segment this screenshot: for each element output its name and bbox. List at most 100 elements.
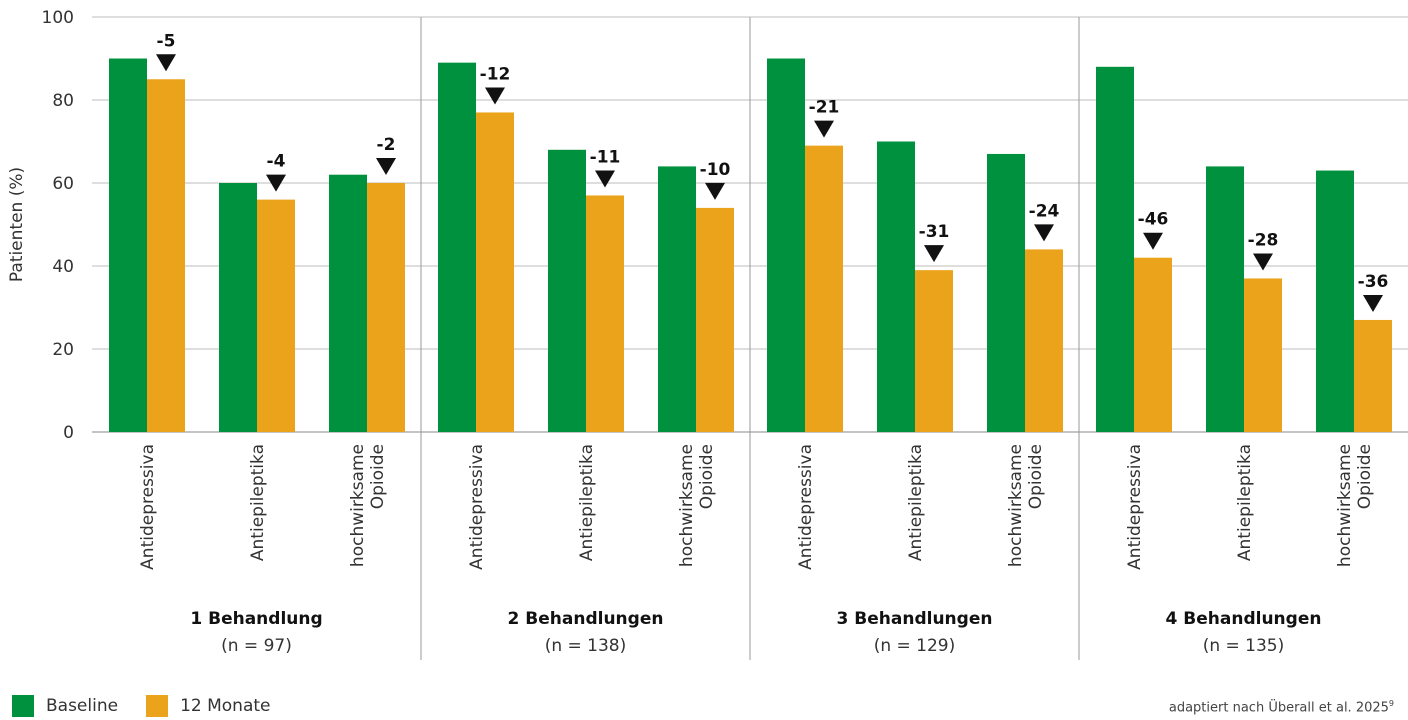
category-label-line: hochwirksame — [677, 444, 697, 567]
decrease-marker — [595, 170, 615, 188]
category-label-line: Antiepileptika — [248, 444, 268, 561]
category-label-line: Opioide — [368, 444, 388, 509]
legend-item-baseline: Baseline — [12, 695, 118, 717]
bar-12-monate — [696, 207, 734, 432]
legend-swatch-12-monate — [146, 695, 169, 717]
category-label: Antiepileptika — [248, 444, 268, 561]
bar-12-monate — [1025, 249, 1063, 432]
bar-12-monate — [147, 79, 185, 432]
bar-baseline — [438, 62, 476, 433]
group-n: (n = 129) — [874, 636, 956, 656]
change-label: -12 — [480, 64, 511, 84]
legend-label-baseline: Baseline — [46, 696, 119, 716]
legend-label-12-monate: 12 Monate — [180, 696, 271, 716]
decrease-marker — [1143, 232, 1163, 250]
group-title: 1 Behandlung — [190, 609, 322, 629]
category-label-line: Antiepileptika — [906, 444, 926, 561]
decrease-marker — [376, 158, 396, 175]
decrease-marker — [1363, 294, 1383, 312]
category-label-line: Antidepressiva — [138, 444, 158, 570]
bar-baseline — [658, 166, 696, 432]
group-title: 4 Behandlungen — [1166, 609, 1322, 629]
decrease-marker — [266, 174, 286, 192]
bar-baseline — [329, 174, 367, 432]
category-label: hochwirksameOpioide — [677, 444, 717, 567]
category-label: Antidepressiva — [138, 444, 158, 570]
bar-12-monate — [476, 112, 514, 432]
y-tick-label-40: 40 — [52, 257, 74, 277]
category-label: Antidepressiva — [796, 444, 816, 570]
decrease-marker — [1034, 224, 1054, 242]
bar-12-monate — [586, 195, 624, 432]
change-label: -24 — [1029, 201, 1060, 221]
group-n: (n = 135) — [1203, 636, 1285, 656]
y-tick-label-100: 100 — [42, 8, 74, 28]
category-label: Antiepileptika — [577, 444, 597, 561]
decrease-marker — [156, 54, 176, 72]
bar-12-monate — [1244, 278, 1282, 432]
category-label-line: Antidepressiva — [796, 444, 816, 570]
bar-baseline — [877, 141, 915, 432]
legend: Baseline 12 Monate — [12, 695, 299, 717]
category-label: Antidepressiva — [467, 444, 487, 570]
bar-baseline — [219, 183, 257, 432]
group-title: 2 Behandlungen — [508, 609, 664, 629]
category-label-line: hochwirksame — [348, 444, 368, 567]
change-label: -31 — [919, 222, 950, 242]
y-tick-label-0: 0 — [63, 423, 74, 443]
change-label: -4 — [267, 152, 286, 172]
bar-12-monate — [257, 199, 295, 432]
decrease-marker — [924, 245, 944, 263]
category-label-line: Antidepressiva — [467, 444, 487, 570]
bar-chart: 0 20 40 60 80 100 Patienten (%) -5 Antidepressiv… — [7, 8, 1408, 660]
category-label: Antiepileptika — [1235, 444, 1255, 561]
source-footnote: 9 — [1388, 699, 1394, 708]
bar-baseline — [109, 58, 147, 432]
category-label-line: Antiepileptika — [577, 444, 597, 561]
change-label: -46 — [1138, 210, 1169, 230]
source-note: adaptiert nach Überall et al. 20259 — [1169, 699, 1394, 715]
bar-baseline — [987, 153, 1025, 432]
group-title: 3 Behandlungen — [837, 609, 993, 629]
category-label-line: hochwirksame — [1335, 444, 1355, 567]
y-tick-label-80: 80 — [52, 91, 74, 111]
bar-baseline — [1206, 166, 1244, 432]
change-label: -36 — [1358, 272, 1389, 292]
bar-12-monate — [915, 270, 953, 432]
legend-item-12-monate: 12 Monate — [146, 695, 271, 717]
change-label: -11 — [590, 147, 621, 167]
bar-12-monate — [1134, 257, 1172, 432]
category-label: Antidepressiva — [1125, 444, 1145, 570]
category-label: hochwirksameOpioide — [1006, 444, 1046, 567]
change-label: -10 — [700, 160, 731, 180]
change-label: -28 — [1248, 230, 1279, 250]
decrease-marker — [814, 120, 834, 138]
category-label-line: hochwirksame — [1006, 444, 1026, 567]
decrease-marker — [1253, 253, 1273, 271]
change-label: -5 — [157, 31, 176, 51]
y-tick-label-20: 20 — [52, 340, 74, 360]
decrease-marker — [705, 182, 725, 200]
bar-baseline — [548, 149, 586, 433]
bar-12-monate — [367, 183, 405, 432]
category-label-line: Antiepileptika — [1235, 444, 1255, 561]
category-label-line: Opioide — [1026, 444, 1046, 509]
bar-baseline — [767, 58, 805, 432]
legend-swatch-baseline — [12, 695, 34, 717]
bar-12-monate — [1354, 319, 1392, 432]
group-n: (n = 97) — [221, 636, 292, 656]
category-label-line: Opioide — [1355, 444, 1375, 509]
category-label: hochwirksameOpioide — [1335, 444, 1375, 567]
bar-12-monate — [805, 145, 843, 432]
decrease-marker — [485, 87, 505, 105]
change-label: -2 — [377, 135, 396, 155]
change-label: -21 — [809, 98, 840, 118]
source-text: adaptiert nach Überall et al. 2025 — [1168, 700, 1389, 716]
category-label-line: Opioide — [697, 444, 717, 509]
bar-baseline — [1096, 66, 1134, 433]
y-tick-label-60: 60 — [52, 174, 74, 194]
group-n: (n = 138) — [545, 636, 627, 656]
category-label: Antiepileptika — [906, 444, 926, 561]
bar-baseline — [1316, 170, 1354, 433]
y-axis-label: Patienten (%) — [7, 167, 27, 282]
